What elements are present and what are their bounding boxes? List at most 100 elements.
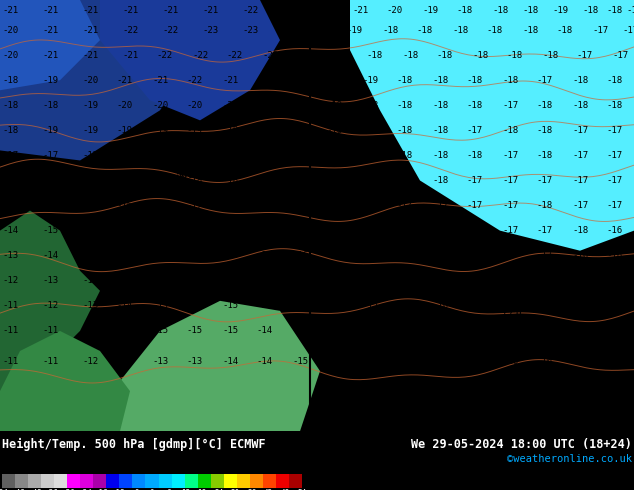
Text: -18: -18 [432, 151, 448, 160]
Text: -14: -14 [257, 326, 273, 336]
Text: ©weatheronline.co.uk: ©weatheronline.co.uk [507, 454, 632, 464]
Bar [28, 474, 41, 488]
Text: -18: -18 [432, 76, 448, 85]
Text: Height/Temp. 500 hPa [gdmp][°C] ECMWF: Height/Temp. 500 hPa [gdmp][°C] ECMWF [2, 438, 266, 451]
Text: -17: -17 [502, 101, 518, 110]
Text: -17: -17 [432, 276, 448, 285]
Text: -17: -17 [42, 151, 58, 160]
Text: -15: -15 [362, 357, 378, 366]
Text: -17: -17 [572, 151, 588, 160]
Text: -18: -18 [432, 176, 448, 185]
Bar [210, 474, 224, 488]
Bar [119, 474, 133, 488]
Text: -30: -30 [61, 489, 75, 490]
Text: -18: -18 [607, 76, 623, 85]
Text: -21: -21 [352, 5, 368, 15]
Text: -36: -36 [45, 489, 59, 490]
Text: -21: -21 [222, 76, 238, 85]
Bar [172, 474, 184, 488]
Text: -20: -20 [152, 101, 168, 110]
Bar [184, 474, 198, 488]
Text: -18: -18 [187, 151, 203, 160]
Text: -17: -17 [577, 50, 593, 60]
Text: -15: -15 [257, 301, 273, 310]
Text: -18: -18 [397, 176, 413, 185]
Text: -16: -16 [327, 276, 343, 285]
Text: -21: -21 [42, 5, 58, 15]
Text: -16: -16 [467, 326, 483, 336]
Text: -18: -18 [437, 50, 453, 60]
Bar [81, 474, 93, 488]
Text: -19: -19 [327, 101, 343, 110]
Text: -19: -19 [292, 126, 308, 135]
Text: -23: -23 [202, 25, 218, 35]
Text: -11: -11 [2, 301, 18, 310]
Text: -15: -15 [432, 357, 448, 366]
Text: -17: -17 [292, 201, 308, 210]
Text: -18: -18 [362, 126, 378, 135]
Text: -15: -15 [327, 301, 343, 310]
Text: -15: -15 [2, 201, 18, 210]
Text: -17: -17 [502, 226, 518, 235]
Text: -17: -17 [82, 176, 98, 185]
Bar [250, 474, 263, 488]
Text: -18: -18 [367, 50, 383, 60]
Text: -21: -21 [312, 25, 328, 35]
Text: -13: -13 [2, 251, 18, 260]
Text: -16: -16 [117, 276, 133, 285]
Text: -24: -24 [79, 489, 93, 490]
Text: -20: -20 [2, 25, 18, 35]
Text: -17: -17 [572, 126, 588, 135]
Text: -16: -16 [572, 301, 588, 310]
Text: -18: -18 [502, 126, 518, 135]
Text: -18: -18 [187, 176, 203, 185]
Text: -17: -17 [222, 226, 238, 235]
Text: 560: 560 [176, 171, 195, 180]
Text: -20: -20 [297, 50, 313, 60]
Text: -17: -17 [537, 251, 553, 260]
Text: -16: -16 [502, 326, 518, 336]
Polygon shape [120, 301, 320, 431]
Text: -11: -11 [2, 357, 18, 366]
Text: -22: -22 [277, 25, 293, 35]
Text: -19: -19 [42, 76, 58, 85]
Text: 54: 54 [297, 489, 307, 490]
Text: -17: -17 [467, 251, 483, 260]
Text: -18: -18 [542, 50, 558, 60]
Text: -18: -18 [152, 151, 168, 160]
Text: -17: -17 [592, 25, 608, 35]
Text: -22: -22 [242, 5, 258, 15]
Text: 0: 0 [150, 489, 154, 490]
Text: -21: -21 [202, 5, 218, 15]
Text: -16: -16 [257, 276, 273, 285]
Text: -15: -15 [82, 226, 98, 235]
Text: -20: -20 [82, 76, 98, 85]
Text: -16: -16 [432, 251, 448, 260]
Text: -18: -18 [397, 101, 413, 110]
Text: -18: -18 [327, 126, 343, 135]
Text: -18: -18 [432, 101, 448, 110]
Text: -18: -18 [397, 76, 413, 85]
Text: -17: -17 [222, 201, 238, 210]
Text: 6: 6 [166, 489, 171, 490]
Text: -18: -18 [537, 151, 553, 160]
Text: -18: -18 [507, 50, 523, 60]
Text: -18: -18 [382, 25, 398, 35]
Polygon shape [0, 331, 130, 431]
Text: -16: -16 [222, 251, 238, 260]
Text: We 29-05-2024 18:00 UTC (18+24): We 29-05-2024 18:00 UTC (18+24) [411, 438, 632, 451]
Text: -18: -18 [362, 101, 378, 110]
Text: -14: -14 [222, 357, 238, 366]
Text: -19: -19 [42, 126, 58, 135]
Text: -21: -21 [82, 5, 98, 15]
Text: -19: -19 [347, 25, 363, 35]
Text: -13: -13 [117, 326, 133, 336]
Text: -17: -17 [572, 201, 588, 210]
Text: -18: -18 [572, 76, 588, 85]
Text: -17: -17 [537, 226, 553, 235]
Text: -16: -16 [2, 176, 18, 185]
Text: -21: -21 [42, 25, 58, 35]
Text: -17: -17 [187, 201, 203, 210]
Text: -18: -18 [222, 151, 238, 160]
Text: -18: -18 [362, 151, 378, 160]
